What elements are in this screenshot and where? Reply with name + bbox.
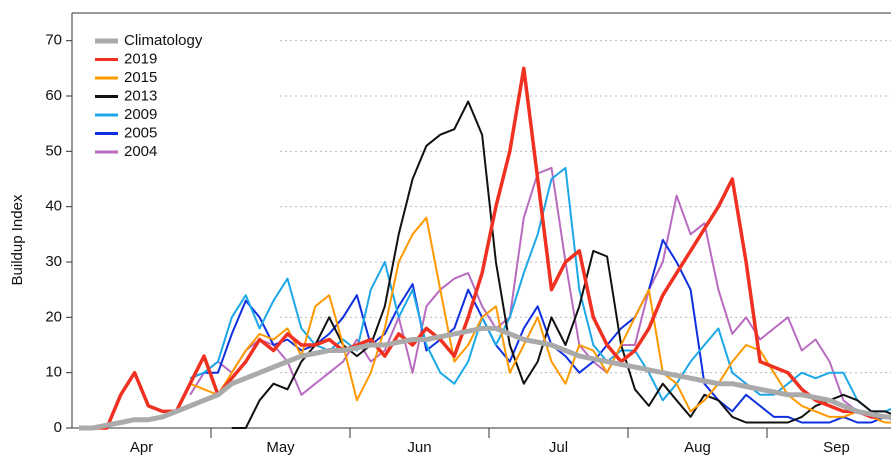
y-tick-label: 10 bbox=[45, 364, 62, 381]
y-tick-label: 40 bbox=[45, 198, 62, 215]
x-tick-label: Aug bbox=[684, 439, 711, 456]
y-tick-label: 50 bbox=[45, 142, 62, 159]
x-tick-label: Jun bbox=[407, 439, 431, 456]
plot-area bbox=[79, 66, 891, 431]
legend-label: 2015 bbox=[124, 69, 157, 86]
legend-label: 2013 bbox=[124, 87, 157, 104]
y-tick-label: 30 bbox=[45, 253, 62, 270]
legend-label: 2005 bbox=[124, 124, 157, 141]
series-line bbox=[189, 216, 891, 424]
series-line bbox=[189, 166, 891, 421]
x-tick-label: Jul bbox=[549, 439, 568, 456]
legend-label: 2019 bbox=[124, 50, 157, 67]
series-line bbox=[79, 325, 891, 431]
x-tick-label: Apr bbox=[130, 439, 153, 456]
y-tick-label: 60 bbox=[45, 87, 62, 104]
series-line bbox=[189, 166, 891, 413]
legend-label: 2009 bbox=[124, 106, 157, 123]
x-tick-label: Sep bbox=[823, 439, 850, 456]
y-tick-label: 20 bbox=[45, 308, 62, 325]
legend-label: Climatology bbox=[124, 32, 203, 49]
series-line bbox=[189, 238, 891, 424]
legend-label: 2004 bbox=[124, 143, 157, 160]
series-line bbox=[79, 66, 891, 430]
y-axis-label: Buildup Index bbox=[9, 194, 26, 285]
x-tick-label: May bbox=[266, 439, 295, 456]
y-tick-label: 0 bbox=[54, 419, 62, 436]
y-tick-label: 70 bbox=[45, 32, 62, 49]
